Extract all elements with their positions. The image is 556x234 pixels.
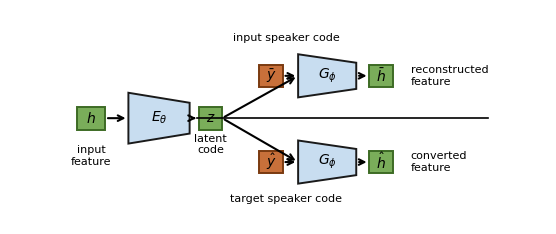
FancyBboxPatch shape <box>260 151 282 173</box>
Text: converted
feature: converted feature <box>410 151 467 173</box>
Text: $\hat{y}$: $\hat{y}$ <box>266 152 276 172</box>
Text: input speaker code: input speaker code <box>233 33 340 43</box>
Text: latent
code: latent code <box>194 134 227 155</box>
Text: $\hat{h}$: $\hat{h}$ <box>376 152 386 172</box>
Text: $z$: $z$ <box>206 111 215 125</box>
Polygon shape <box>128 93 190 144</box>
FancyBboxPatch shape <box>369 65 393 87</box>
Text: $G_\phi$: $G_\phi$ <box>317 67 336 85</box>
Text: $\bar{h}$: $\bar{h}$ <box>376 67 386 85</box>
FancyBboxPatch shape <box>77 107 105 130</box>
Polygon shape <box>298 140 356 184</box>
Polygon shape <box>298 54 356 97</box>
Text: $\bar{y}$: $\bar{y}$ <box>266 67 276 85</box>
Text: $G_\phi$: $G_\phi$ <box>317 153 336 171</box>
Text: $h$: $h$ <box>86 111 96 126</box>
Text: reconstructed
feature: reconstructed feature <box>410 65 488 87</box>
Text: input
feature: input feature <box>71 145 111 167</box>
FancyBboxPatch shape <box>369 151 393 173</box>
FancyBboxPatch shape <box>260 65 282 87</box>
Text: target speaker code: target speaker code <box>231 194 342 204</box>
FancyBboxPatch shape <box>199 107 222 130</box>
Text: $E_\theta$: $E_\theta$ <box>151 110 167 126</box>
